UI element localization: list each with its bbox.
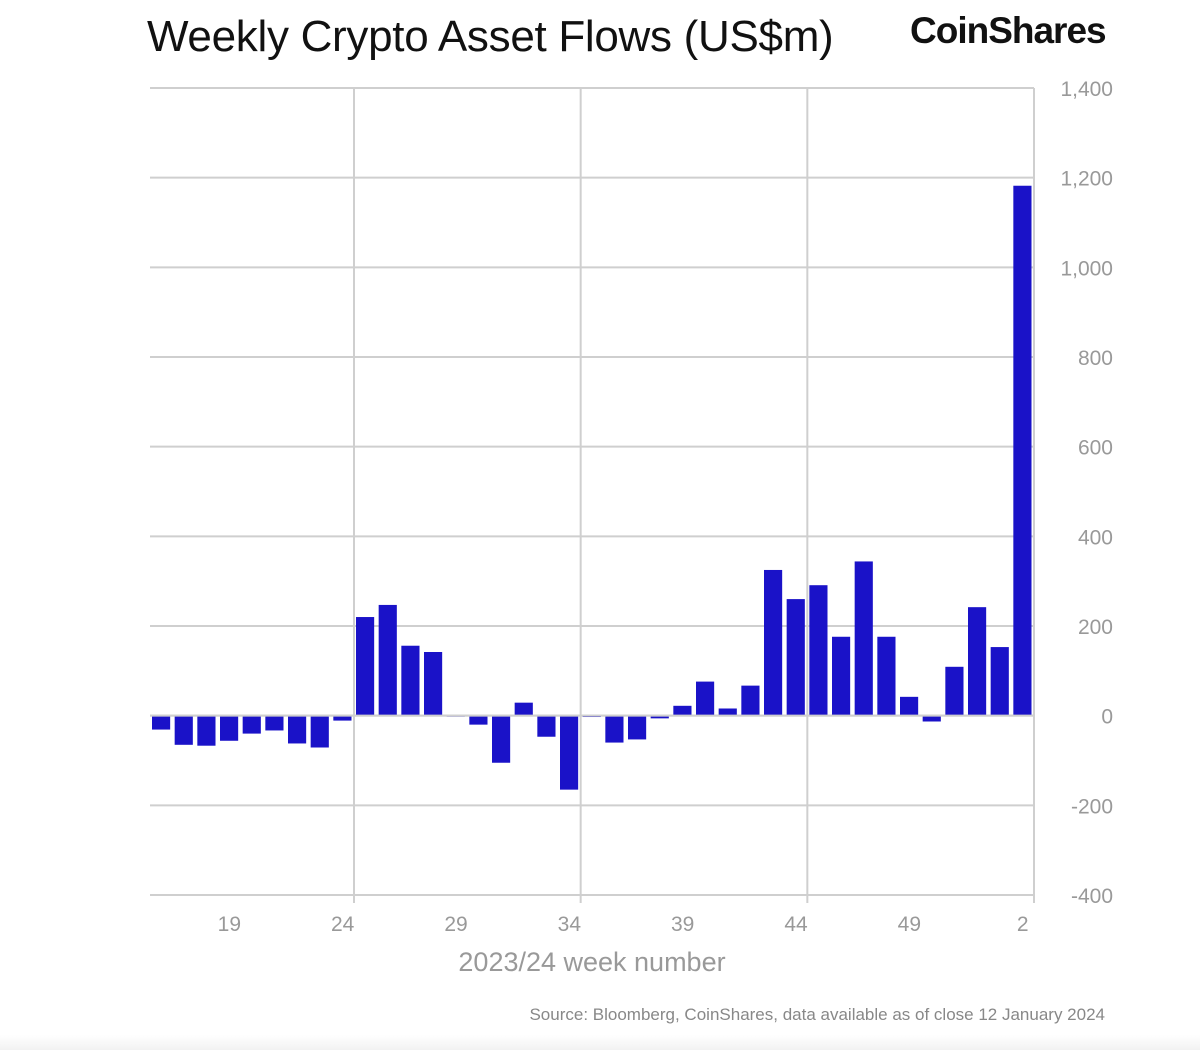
x-tick-label: 44 xyxy=(784,913,808,936)
y-tick-label: 800 xyxy=(1078,347,1113,370)
bar-week-40 xyxy=(696,681,715,716)
bar-week-25 xyxy=(356,617,375,716)
y-tick-label: 400 xyxy=(1078,526,1113,549)
coinshares-logo: CoinShares xyxy=(910,10,1107,51)
bar-week-28 xyxy=(424,652,443,716)
bar-week-21 xyxy=(265,715,284,731)
y-tick-label: 1,400 xyxy=(1060,78,1113,101)
bar-week-23 xyxy=(310,715,329,748)
bar-week-24 xyxy=(333,715,352,721)
bar-week-31 xyxy=(492,715,511,763)
bar-week-37 xyxy=(628,715,647,740)
bar-week-32 xyxy=(514,702,533,716)
bar-week-2 xyxy=(1013,185,1032,716)
chart-title: Weekly Crypto Asset Flows (US$m) xyxy=(147,12,834,61)
bar-week-30 xyxy=(469,715,488,725)
bar-week-22 xyxy=(288,715,307,744)
bar-week-18 xyxy=(197,715,216,746)
bar-week-16 xyxy=(152,715,171,730)
x-tick-label: 24 xyxy=(331,913,355,936)
bar-week-46 xyxy=(832,636,851,716)
y-tick-label: 200 xyxy=(1078,616,1113,639)
bar-week-43 xyxy=(764,569,783,716)
bar-week-26 xyxy=(378,604,397,716)
x-tick-label: 34 xyxy=(558,913,582,936)
bar-week-34 xyxy=(560,715,579,790)
bar-week-33 xyxy=(537,715,556,737)
bar-week-36 xyxy=(605,715,624,743)
bar-week-20 xyxy=(242,715,261,734)
y-tick-label: -200 xyxy=(1071,795,1113,818)
bar-week-27 xyxy=(401,645,420,716)
bar-week-45 xyxy=(809,585,828,716)
y-tick-label: 1,000 xyxy=(1060,257,1113,280)
bar-week-17 xyxy=(174,715,193,745)
source-note: Source: Bloomberg, CoinShares, data avai… xyxy=(529,1005,1105,1024)
bar-week-50 xyxy=(922,715,941,722)
bar-week-19 xyxy=(220,715,239,741)
y-tick-label: 600 xyxy=(1078,437,1113,460)
bar-week-42 xyxy=(741,685,760,716)
bar-week-51 xyxy=(945,666,964,716)
x-tick-label: 19 xyxy=(218,913,241,936)
y-tick-label: 0 xyxy=(1101,706,1113,729)
bar-week-38 xyxy=(650,715,669,719)
bar-week-48 xyxy=(877,636,896,716)
bottom-edge xyxy=(0,1035,1200,1050)
x-tick-label: 2 xyxy=(1017,913,1029,936)
x-tick-label: 29 xyxy=(444,913,467,936)
bar-week-44 xyxy=(786,599,805,716)
bar-week-47 xyxy=(854,561,873,716)
bar-week-49 xyxy=(900,696,919,716)
bar-week-1 xyxy=(990,647,1009,716)
bar-week-41 xyxy=(718,708,737,716)
y-tick-label: -400 xyxy=(1071,885,1113,908)
bar-week-52 xyxy=(968,607,987,716)
x-axis-title: 2023/24 week number xyxy=(458,947,725,977)
y-tick-label: 1,200 xyxy=(1060,168,1113,191)
x-tick-label: 39 xyxy=(671,913,694,936)
x-tick-label: 49 xyxy=(898,913,921,936)
bar-week-39 xyxy=(673,705,692,716)
